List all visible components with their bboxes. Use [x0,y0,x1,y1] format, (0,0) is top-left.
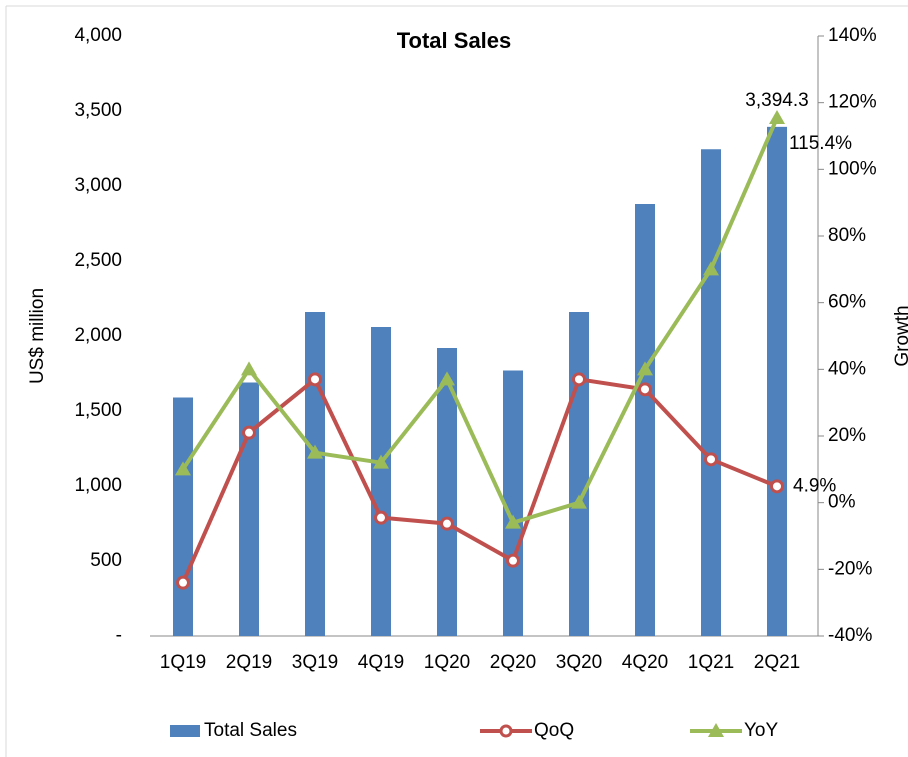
y2-tick-label: 120% [828,92,877,113]
point [439,371,455,386]
legend-swatch [170,725,200,737]
legend-label: Total Sales [204,720,297,741]
point [637,361,653,376]
bar [503,370,523,636]
point [374,510,388,525]
y-tick-label: 2,500 [74,250,122,271]
y2-tick-label: 140% [828,25,877,46]
bar [239,382,259,636]
data-label: 3,394.3 [745,90,808,111]
point [572,372,586,387]
bar [371,327,391,636]
bar [569,312,589,636]
point [175,461,191,476]
bar [767,126,787,636]
y-tick-label: 1,500 [74,400,122,421]
y2-axis-label: Growth [892,305,908,366]
legend-label: YoY [744,720,778,741]
point [308,372,322,387]
point [770,479,784,494]
bar [635,204,655,636]
x-tick-label: 4Q19 [358,652,404,673]
y2-tick-label: -40% [828,625,872,646]
y-tick-label: 1,000 [74,475,122,496]
point [571,494,587,509]
point [241,361,257,376]
y-tick-label: 3,000 [74,175,122,196]
point [505,514,521,529]
x-tick-label: 2Q20 [490,652,536,673]
y-tick-label: 4,000 [74,25,122,46]
x-tick-label: 4Q20 [622,652,668,673]
line [181,377,778,584]
x-tick-label: 2Q19 [226,652,272,673]
point [704,452,718,467]
y2-tick-label: 0% [828,492,856,513]
y-tick-label: 3,500 [74,100,122,121]
point [440,516,454,531]
chart-title: Total Sales [397,28,512,53]
bar [173,397,193,636]
y2-tick-label: 60% [828,292,866,313]
x-tick-label: 1Q19 [160,652,206,673]
y-tick-label: - [116,625,122,646]
point [638,382,652,397]
point [506,553,520,568]
x-tick-label: 1Q21 [688,652,734,673]
x-tick-label: 1Q20 [424,652,470,673]
bar [701,149,721,636]
legend-marker [499,724,513,738]
bar [305,312,325,636]
bar [437,348,457,636]
point [242,425,256,440]
y2-tick-label: 80% [828,225,866,246]
point [307,444,323,459]
y-axis-label: US$ million [27,288,48,384]
legend-label: QoQ [534,720,574,741]
x-tick-label: 2Q21 [754,652,800,673]
y-tick-label: 500 [90,550,122,571]
y2-tick-label: 40% [828,358,866,379]
line [181,117,779,525]
point [703,261,719,276]
data-label: 115.4% [789,133,852,154]
x-tick-label: 3Q20 [556,652,602,673]
point [373,454,389,469]
x-tick-label: 3Q19 [292,652,338,673]
y2-tick-label: -20% [828,558,872,579]
data-label: 4.9% [793,475,836,496]
y2-tick-label: 20% [828,425,866,446]
point [769,110,785,124]
legend-marker [708,723,724,737]
y-tick-label: 2,000 [74,325,122,346]
y2-tick-label: 100% [828,158,877,179]
point [176,575,190,590]
